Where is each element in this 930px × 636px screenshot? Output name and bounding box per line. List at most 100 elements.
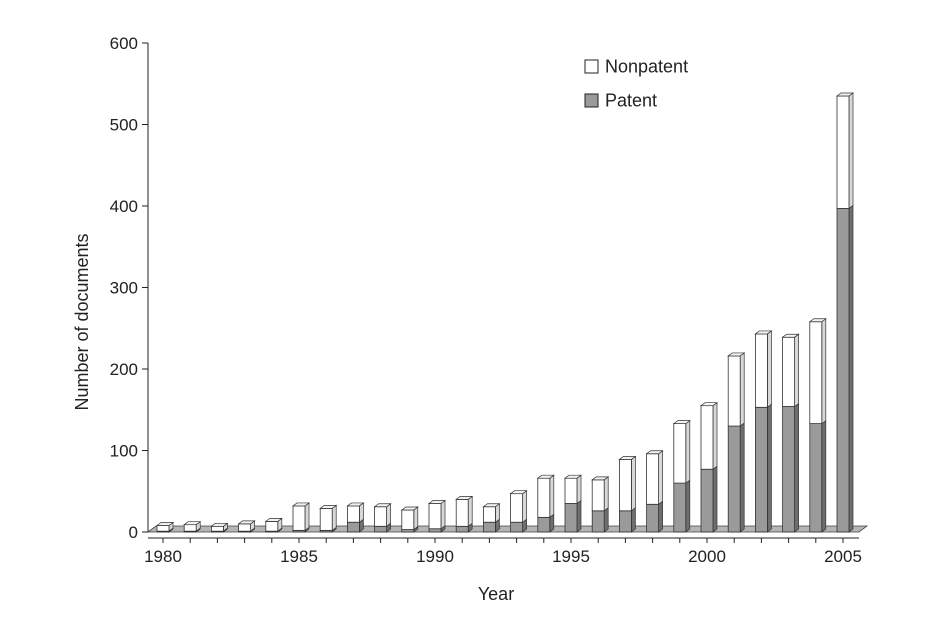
bar-nonpatent [319, 507, 333, 531]
bar-group-1985 [291, 502, 311, 533]
bar-side-nonpatent [658, 450, 663, 505]
bar-group-1999 [672, 419, 691, 533]
bar-nonpatent [537, 477, 551, 518]
bar-side-nonpatent [386, 503, 391, 527]
x-tick-label: 1990 [416, 547, 454, 566]
legend-swatch [584, 93, 599, 108]
bar-group-1995 [563, 474, 583, 533]
bar-nonpatent [455, 498, 469, 527]
bar-top [808, 318, 827, 323]
bar-top [563, 474, 583, 479]
bar-top [346, 502, 365, 507]
bar-side-patent [821, 419, 827, 533]
x-tick-label: 2005 [824, 547, 862, 566]
bar-patent [537, 516, 551, 533]
bar-patent [591, 510, 605, 533]
bars-layer [146, 92, 869, 533]
bar-nonpatent [510, 493, 524, 523]
bar-group-2004 [808, 318, 827, 533]
y-tick-label: 300 [110, 279, 138, 298]
bar-top [291, 502, 311, 507]
bar-patent [619, 510, 632, 533]
bar-nonpatent [619, 459, 632, 512]
bar-top [155, 522, 175, 526]
bar-side-nonpatent [522, 489, 527, 523]
bar-side-nonpatent [549, 474, 555, 519]
bar-side-patent [794, 402, 799, 533]
bar-top [400, 506, 419, 511]
legend: Nonpatent Patent [584, 57, 688, 111]
bar-top [210, 522, 229, 527]
bar-nonpatent [156, 525, 170, 532]
axes-layer: 0 100 200 300 400 500 600 1980 1985 1990 1995 2000 2… [110, 34, 862, 566]
bar-side-nonpatent [767, 330, 772, 409]
bar-group-2000 [699, 401, 719, 533]
bar-patent [346, 521, 360, 533]
bar-nonpatent [727, 355, 741, 427]
bar-patent [510, 521, 524, 533]
bar-side-nonpatent [440, 499, 446, 530]
bar-patent [564, 503, 578, 533]
bar-top [781, 333, 800, 338]
bar-nonpatent [673, 423, 687, 484]
bar-patent [374, 525, 388, 533]
bar-nonpatent [265, 521, 279, 532]
bar-top [482, 503, 501, 508]
bar-nonpatent [401, 509, 415, 530]
bar-nonpatent [210, 525, 224, 532]
legend-label: Patent [605, 91, 657, 111]
bar-top [618, 456, 637, 460]
bar-side-nonpatent [685, 419, 691, 484]
bar-side-nonpatent [848, 92, 854, 210]
bar-nonpatent [646, 453, 659, 505]
bar-nonpatent [836, 95, 850, 209]
bar-nonpatent [700, 405, 714, 470]
bar-group-1994 [536, 474, 555, 533]
bar-patent [700, 468, 714, 533]
bar-side-patent [848, 204, 854, 533]
legend-swatch [584, 59, 599, 74]
bar-nonpatent [346, 505, 360, 523]
bar-group-2002 [754, 330, 773, 533]
bar-patent [755, 406, 768, 533]
bar-side-nonpatent [631, 455, 636, 512]
bar-group-1988 [373, 503, 392, 533]
bar-side-patent [739, 422, 745, 533]
legend-item-patent: Patent [584, 91, 657, 111]
bar-group-1997 [618, 455, 637, 533]
bar-group-2003 [781, 333, 800, 533]
bar-top [373, 503, 392, 508]
bar-top [455, 496, 474, 500]
bar-group-1983 [237, 520, 256, 533]
bar-side-patent [712, 465, 718, 533]
bar-group-1991 [455, 495, 474, 533]
bar-side-patent [603, 507, 609, 533]
y-tick-label: 100 [110, 442, 138, 461]
bar-side-nonpatent [304, 502, 310, 532]
bar-top [237, 520, 256, 525]
bar-patent [727, 425, 741, 533]
bar-nonpatent [755, 333, 768, 408]
bar-side-nonpatent [576, 474, 582, 505]
bar-group-1982 [210, 522, 229, 533]
bar-top [319, 505, 338, 509]
bar-side-nonpatent [331, 504, 337, 532]
bar-side-nonpatent [413, 506, 419, 531]
y-tick-label: 400 [110, 197, 138, 216]
bar-side-nonpatent [467, 495, 473, 527]
bar-group-1992 [482, 503, 501, 533]
bar-group-1986 [319, 504, 338, 533]
y-tick-label: 600 [110, 34, 138, 53]
bar-nonpatent [782, 336, 795, 407]
x-tick-label: 1985 [280, 547, 318, 566]
bar-side-nonpatent [712, 401, 718, 470]
bar-patent [782, 406, 795, 533]
bar-nonpatent [591, 479, 605, 512]
bar-top [536, 474, 555, 479]
legend-item-nonpatent: Nonpatent [584, 57, 688, 77]
bar-patent [428, 528, 442, 533]
bar-side-patent [685, 479, 691, 533]
y-axis-title: Number of documents [72, 233, 92, 410]
bar-nonpatent [482, 506, 496, 523]
